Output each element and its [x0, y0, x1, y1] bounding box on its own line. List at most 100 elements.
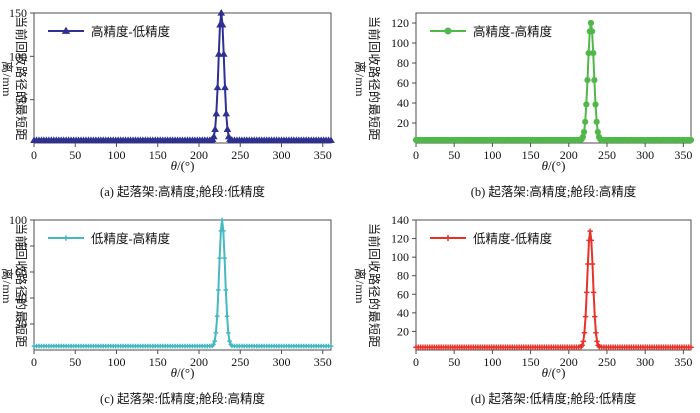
- x-tick-label: 350: [314, 355, 332, 369]
- marker-plus: [63, 234, 69, 241]
- marker-plus: [221, 228, 226, 234]
- caption-c: (c) 起落架:低精度;舱段:高精度: [100, 392, 265, 406]
- marker-circle: [579, 133, 587, 140]
- marker-circle: [588, 28, 596, 35]
- axes: [30, 219, 332, 354]
- legend-label-c: 低精度-高精度: [91, 232, 171, 246]
- marker-plus: [589, 261, 596, 267]
- y-tick-label: 40: [397, 306, 409, 320]
- x-tick-label: 150: [149, 148, 167, 162]
- x-axis-unit: /(°): [547, 158, 566, 173]
- marker-circle: [582, 118, 589, 125]
- marker-circle: [585, 50, 592, 57]
- marker-plus: [592, 313, 598, 320]
- marker-plus: [224, 313, 230, 319]
- marker-circle: [584, 77, 591, 84]
- marker-plus: [584, 289, 590, 296]
- x-axis-label-a: θ/(°): [34, 158, 331, 176]
- x-axis-unit: /(°): [176, 158, 195, 173]
- marker-plus: [211, 342, 216, 347]
- series-line: [416, 230, 691, 349]
- marker-triangle: [61, 26, 71, 34]
- y-tick-label: 60: [397, 287, 409, 301]
- legend-marker-a: [48, 26, 84, 34]
- x-tick-label: 300: [273, 148, 291, 162]
- x-tick-label: 100: [483, 148, 501, 162]
- subplot-a: 50 100 150 0 50 100 150 200 250 300 350 当前回收路径的最短距…: [0, 0, 350, 206]
- y-tick-label: 80: [397, 269, 409, 283]
- legend-a: 高精度-低精度: [46, 23, 171, 39]
- marker-triangle: [211, 125, 219, 132]
- y-tick-label: 140: [391, 213, 409, 227]
- y-tick-label: 80: [397, 56, 409, 70]
- caption-d: (d) 起落架:低精度;舱段:低精度: [470, 392, 637, 406]
- marker-plus: [217, 255, 222, 261]
- plot-frame: [415, 219, 692, 351]
- marker-plus: [225, 330, 231, 336]
- tick-labels: 50 100 150 0 50 100 150 200 250 300 350: [9, 6, 332, 162]
- x-tick-label: 50: [448, 355, 460, 369]
- marker-triangle: [213, 83, 222, 91]
- x-tick-label: 250: [598, 355, 616, 369]
- marker-triangle: [223, 125, 232, 132]
- x-tick-label: 100: [108, 148, 126, 162]
- marker-plus: [227, 338, 232, 344]
- x-tick-label: 250: [598, 148, 616, 162]
- theta-symbol: θ: [170, 158, 177, 173]
- legend-marker-c: [48, 234, 84, 241]
- plot-canvas-a: 50 100 150 0 50 100 150 200 250 300 350: [9, 6, 335, 162]
- series-markers: [30, 9, 335, 144]
- marker-plus: [580, 338, 586, 345]
- y-axis-label-a: 当前回收路径的最短距离/mm: [0, 16, 28, 142]
- marker-plus: [590, 289, 597, 296]
- y-tick-label: 100: [391, 36, 409, 50]
- y-tick-label: 100: [391, 250, 409, 264]
- marker-triangle: [215, 50, 223, 57]
- theta-symbol: θ: [541, 158, 548, 173]
- y-tick-label: 80: [15, 239, 27, 253]
- marker-plus: [213, 330, 219, 336]
- x-tick-label: 250: [231, 355, 249, 369]
- x-axis-label-c: θ/(°): [34, 365, 331, 383]
- x-tick-label: 150: [149, 355, 167, 369]
- tick-labels: 20 40 60 80 100 120 140 0 50 100 150 200 250 300 350: [391, 213, 692, 369]
- x-axis-label-d: θ/(°): [416, 365, 691, 383]
- marker-plus: [444, 234, 452, 241]
- plot-canvas-d: 20 40 60 80 100 120 140 0 50 100 150 200 250 300 350: [391, 213, 694, 369]
- marker-circle: [583, 101, 590, 108]
- plot-canvas-b: 20 40 60 80 100 120 0 50 100 150 200 250 300 350: [391, 12, 695, 162]
- x-tick-label: 0: [31, 355, 37, 369]
- legend-marker-d: [430, 234, 466, 241]
- x-tick-label: 200: [560, 148, 578, 162]
- legend-label-a: 高精度-低精度: [91, 25, 171, 39]
- y-tick-label: 40: [15, 291, 27, 305]
- marker-circle: [587, 19, 595, 27]
- x-tick-label: 150: [522, 355, 540, 369]
- marker-plus: [214, 313, 220, 319]
- y-tick-label: 100: [9, 49, 27, 63]
- tick-labels: 20 40 60 80 100 0 50 100 150 200 250 300 350: [9, 213, 332, 369]
- caption-b: (b) 起落架:高精度;舱段:高精度: [470, 185, 637, 199]
- series-markers: [31, 217, 334, 349]
- series-markers: [413, 228, 694, 350]
- x-tick-label: 200: [190, 148, 208, 162]
- legend-marker-b: [430, 27, 466, 34]
- x-axis-unit: /(°): [547, 365, 566, 380]
- subplot-d: 20 40 60 80 100 120 140 0 50 100 150 200 250 300 350 当…: [350, 207, 700, 413]
- y-tick-label: 120: [391, 16, 409, 30]
- marker-circle: [592, 101, 599, 108]
- y-tick-label: 20: [15, 317, 27, 331]
- marker-circle: [594, 128, 601, 136]
- y-tick-label: 20: [397, 324, 409, 338]
- x-tick-label: 200: [190, 355, 208, 369]
- x-tick-label: 300: [636, 355, 654, 369]
- tick-labels: 20 40 60 80 100 120 0 50 100 150 200 250 300 350: [391, 16, 692, 162]
- marker-plus: [593, 330, 599, 336]
- y-tick-label: 20: [397, 116, 409, 130]
- series-line: [416, 22, 691, 141]
- marker-plus: [219, 217, 225, 223]
- x-axis-unit: /(°): [176, 365, 195, 380]
- x-tick-label: 100: [108, 355, 126, 369]
- legend-label-b: 高精度-高精度: [473, 25, 553, 39]
